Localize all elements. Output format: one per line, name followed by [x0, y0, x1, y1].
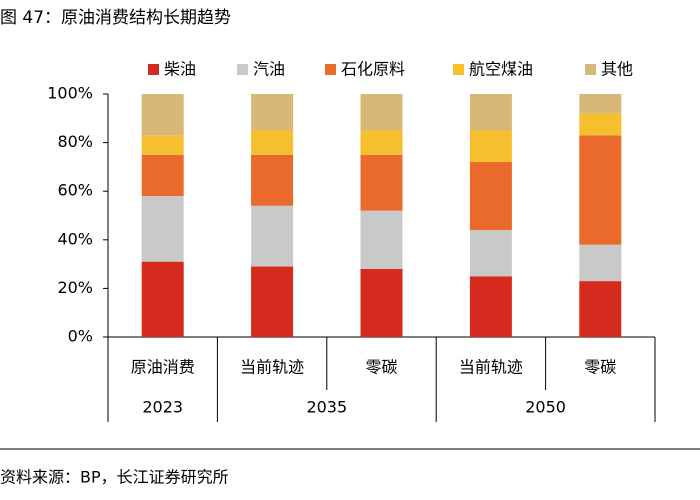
bar-segment [469, 276, 512, 337]
bar-segment [360, 94, 403, 131]
bar-segment [469, 230, 512, 277]
bar-segment [579, 113, 622, 136]
y-tick-label: 0% [68, 327, 93, 346]
y-tick-label: 40% [57, 229, 93, 248]
bar-segment [579, 281, 622, 337]
y-tick-label: 20% [57, 278, 93, 297]
bar-segment [141, 135, 184, 155]
legend-swatch [453, 64, 464, 75]
legend-swatch [237, 64, 248, 75]
x-tick-label: 零碳 [584, 358, 616, 377]
bar-segment [469, 130, 512, 163]
y-tick-label: 100% [47, 84, 93, 103]
bar-segment [251, 266, 294, 337]
bar-segment [469, 94, 512, 131]
bar-segment [141, 261, 184, 337]
y-tick-label: 80% [57, 132, 93, 151]
bar-segment [360, 210, 403, 269]
legend-label: 柴油 [164, 60, 196, 79]
legend-label: 汽油 [253, 60, 285, 79]
bar-segment [579, 244, 622, 282]
legend-label: 其他 [601, 60, 633, 79]
bar-segment [141, 196, 184, 262]
bar-segment [141, 94, 184, 136]
group-label: 2050 [525, 398, 566, 417]
bar-segment [579, 94, 622, 114]
legend-label: 石化原料 [341, 60, 405, 79]
legend-label: 航空煤油 [469, 60, 533, 79]
bar-segment [251, 130, 294, 155]
bar-segment [251, 205, 294, 267]
bar-segment [251, 94, 294, 131]
group-label: 2035 [306, 398, 347, 417]
y-tick-label: 60% [57, 181, 93, 200]
bar-segment [360, 268, 403, 337]
chart-title: 图 47：原油消费结构长期趋势 [0, 8, 231, 28]
x-tick-label: 当前轨迹 [459, 358, 523, 377]
legend-swatch [148, 64, 159, 75]
bar-segment [251, 154, 294, 206]
bar-segment [360, 130, 403, 155]
bar-segment [579, 135, 622, 245]
x-tick-label: 原油消费 [131, 358, 195, 377]
x-tick-label: 当前轨迹 [240, 358, 304, 377]
bar-segment [141, 154, 184, 197]
legend-swatch [325, 64, 336, 75]
group-label: 2023 [142, 398, 183, 417]
legend-swatch [585, 64, 596, 75]
source: 资料来源：BP，长江证券研究所 [0, 468, 229, 487]
bar-segment [469, 162, 512, 231]
bar-segment [360, 154, 403, 211]
x-tick-label: 零碳 [365, 358, 397, 377]
